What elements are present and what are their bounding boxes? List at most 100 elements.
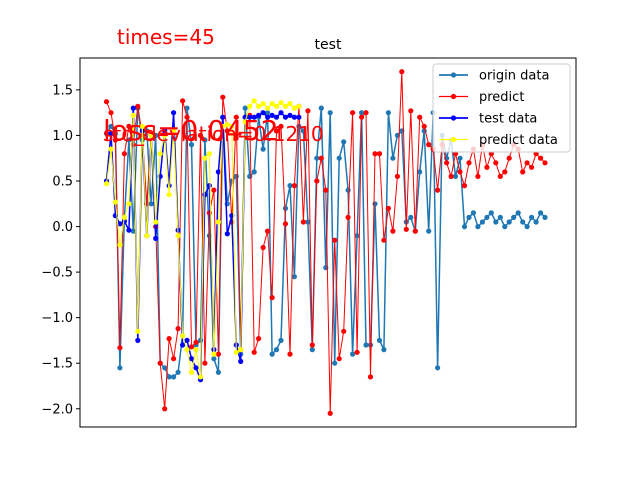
origin-data-point	[497, 214, 503, 220]
predict-point	[381, 237, 387, 243]
origin-data-point	[511, 214, 517, 220]
origin-data-point	[533, 219, 539, 225]
predict-data-point	[117, 242, 123, 248]
origin-data-point	[354, 233, 360, 239]
origin-data-point	[466, 214, 472, 220]
predict-legend-marker	[450, 93, 457, 100]
origin-data-point	[291, 274, 297, 280]
predict-point	[417, 114, 423, 120]
predict-point	[421, 123, 427, 129]
predict-data-point	[130, 112, 136, 118]
predict-point	[461, 183, 468, 189]
predict-data-point	[206, 151, 212, 157]
origin-data-point	[211, 356, 217, 362]
origin-data-point	[502, 224, 508, 230]
predict-data-point	[188, 369, 195, 375]
origin-data-point	[300, 128, 306, 134]
predict-data-point	[260, 101, 266, 107]
origin-data-point	[493, 219, 499, 225]
test-data-point	[180, 342, 186, 348]
predict-point	[157, 360, 163, 366]
predict-data-point	[269, 101, 275, 107]
origin-data-point	[233, 173, 239, 179]
origin-data-point	[417, 169, 423, 175]
test-data-point	[166, 183, 172, 189]
predict-point	[457, 169, 463, 175]
origin-data-point	[197, 337, 204, 343]
test-data-point	[278, 110, 284, 116]
predict-point	[162, 406, 168, 412]
predict-data-point	[224, 121, 230, 128]
predict-point	[318, 155, 324, 161]
predict-point	[233, 114, 239, 120]
predict-point	[336, 356, 342, 362]
predict-point	[367, 374, 374, 380]
predict-point	[426, 142, 432, 148]
predict-point	[220, 94, 226, 100]
y-axis: −2.0 −1.5 −1.0 −0.5 0.0 0.5 1.0 1.5	[41, 83, 80, 417]
y-tick-label: −1.5	[41, 357, 73, 372]
test-data-point	[260, 110, 266, 116]
predict-point	[448, 173, 454, 179]
predict-data-point	[273, 103, 280, 109]
predict-point	[394, 173, 400, 179]
test-data-point	[171, 110, 177, 116]
predict-point	[202, 360, 208, 366]
origin-data-legend-label: origin data	[479, 69, 549, 84]
predict-point	[475, 173, 481, 179]
predict-data-point	[112, 199, 118, 205]
predict-point	[184, 114, 190, 120]
test-data-point	[224, 231, 230, 237]
origin-data-point	[184, 105, 190, 111]
predict-data-point	[251, 98, 257, 104]
predict-point	[412, 228, 418, 234]
predict-point	[529, 164, 535, 170]
origin-data-legend-marker	[450, 72, 457, 78]
test-data-legend-label: test data	[479, 112, 537, 127]
predict-point	[350, 110, 356, 116]
predict-point	[372, 151, 378, 157]
test-data-point	[193, 365, 199, 371]
origin-data-point	[488, 210, 494, 216]
origin-data-point	[215, 369, 221, 375]
predict-data-point	[166, 192, 172, 198]
predict-point	[251, 349, 257, 355]
origin-data-point	[475, 224, 481, 230]
predict-data-point	[229, 123, 235, 129]
origin-data-point	[367, 342, 374, 348]
origin-data-point	[130, 228, 136, 234]
predict-point	[121, 151, 127, 157]
predict-legend-label: predict	[479, 90, 524, 105]
predict-data-point	[247, 103, 253, 109]
predict-point	[291, 183, 297, 189]
predict-point	[524, 160, 530, 166]
origin-data-point	[426, 228, 432, 234]
predict-point	[126, 123, 132, 129]
origin-data-point	[175, 369, 181, 375]
test-data-point	[108, 131, 114, 137]
origin-data-point	[542, 214, 548, 220]
predict-point	[399, 69, 405, 75]
origin-data-point	[524, 224, 530, 230]
predict-point	[359, 114, 365, 120]
predict-data-point	[256, 103, 262, 109]
origin-data-point	[269, 351, 275, 357]
predict-point	[180, 98, 186, 104]
legend-items: origin data predict test data predict data	[439, 69, 558, 148]
predict-data-point	[126, 201, 132, 207]
predict-data-point	[144, 233, 150, 239]
predict-data-point	[135, 328, 141, 334]
predict-point	[538, 155, 544, 161]
predict-data-point	[193, 347, 199, 353]
origin-data-point	[479, 219, 485, 225]
test-data-point	[256, 112, 262, 118]
predict-data-point	[148, 132, 154, 138]
predict-point	[282, 221, 289, 227]
test-data-point	[238, 358, 244, 364]
predict-point	[309, 342, 315, 348]
origin-data-point	[251, 169, 257, 175]
predict-data-point	[157, 151, 163, 157]
predict-data-point	[296, 103, 302, 109]
origin-data-point	[153, 132, 159, 138]
origin-data-point	[461, 224, 468, 230]
